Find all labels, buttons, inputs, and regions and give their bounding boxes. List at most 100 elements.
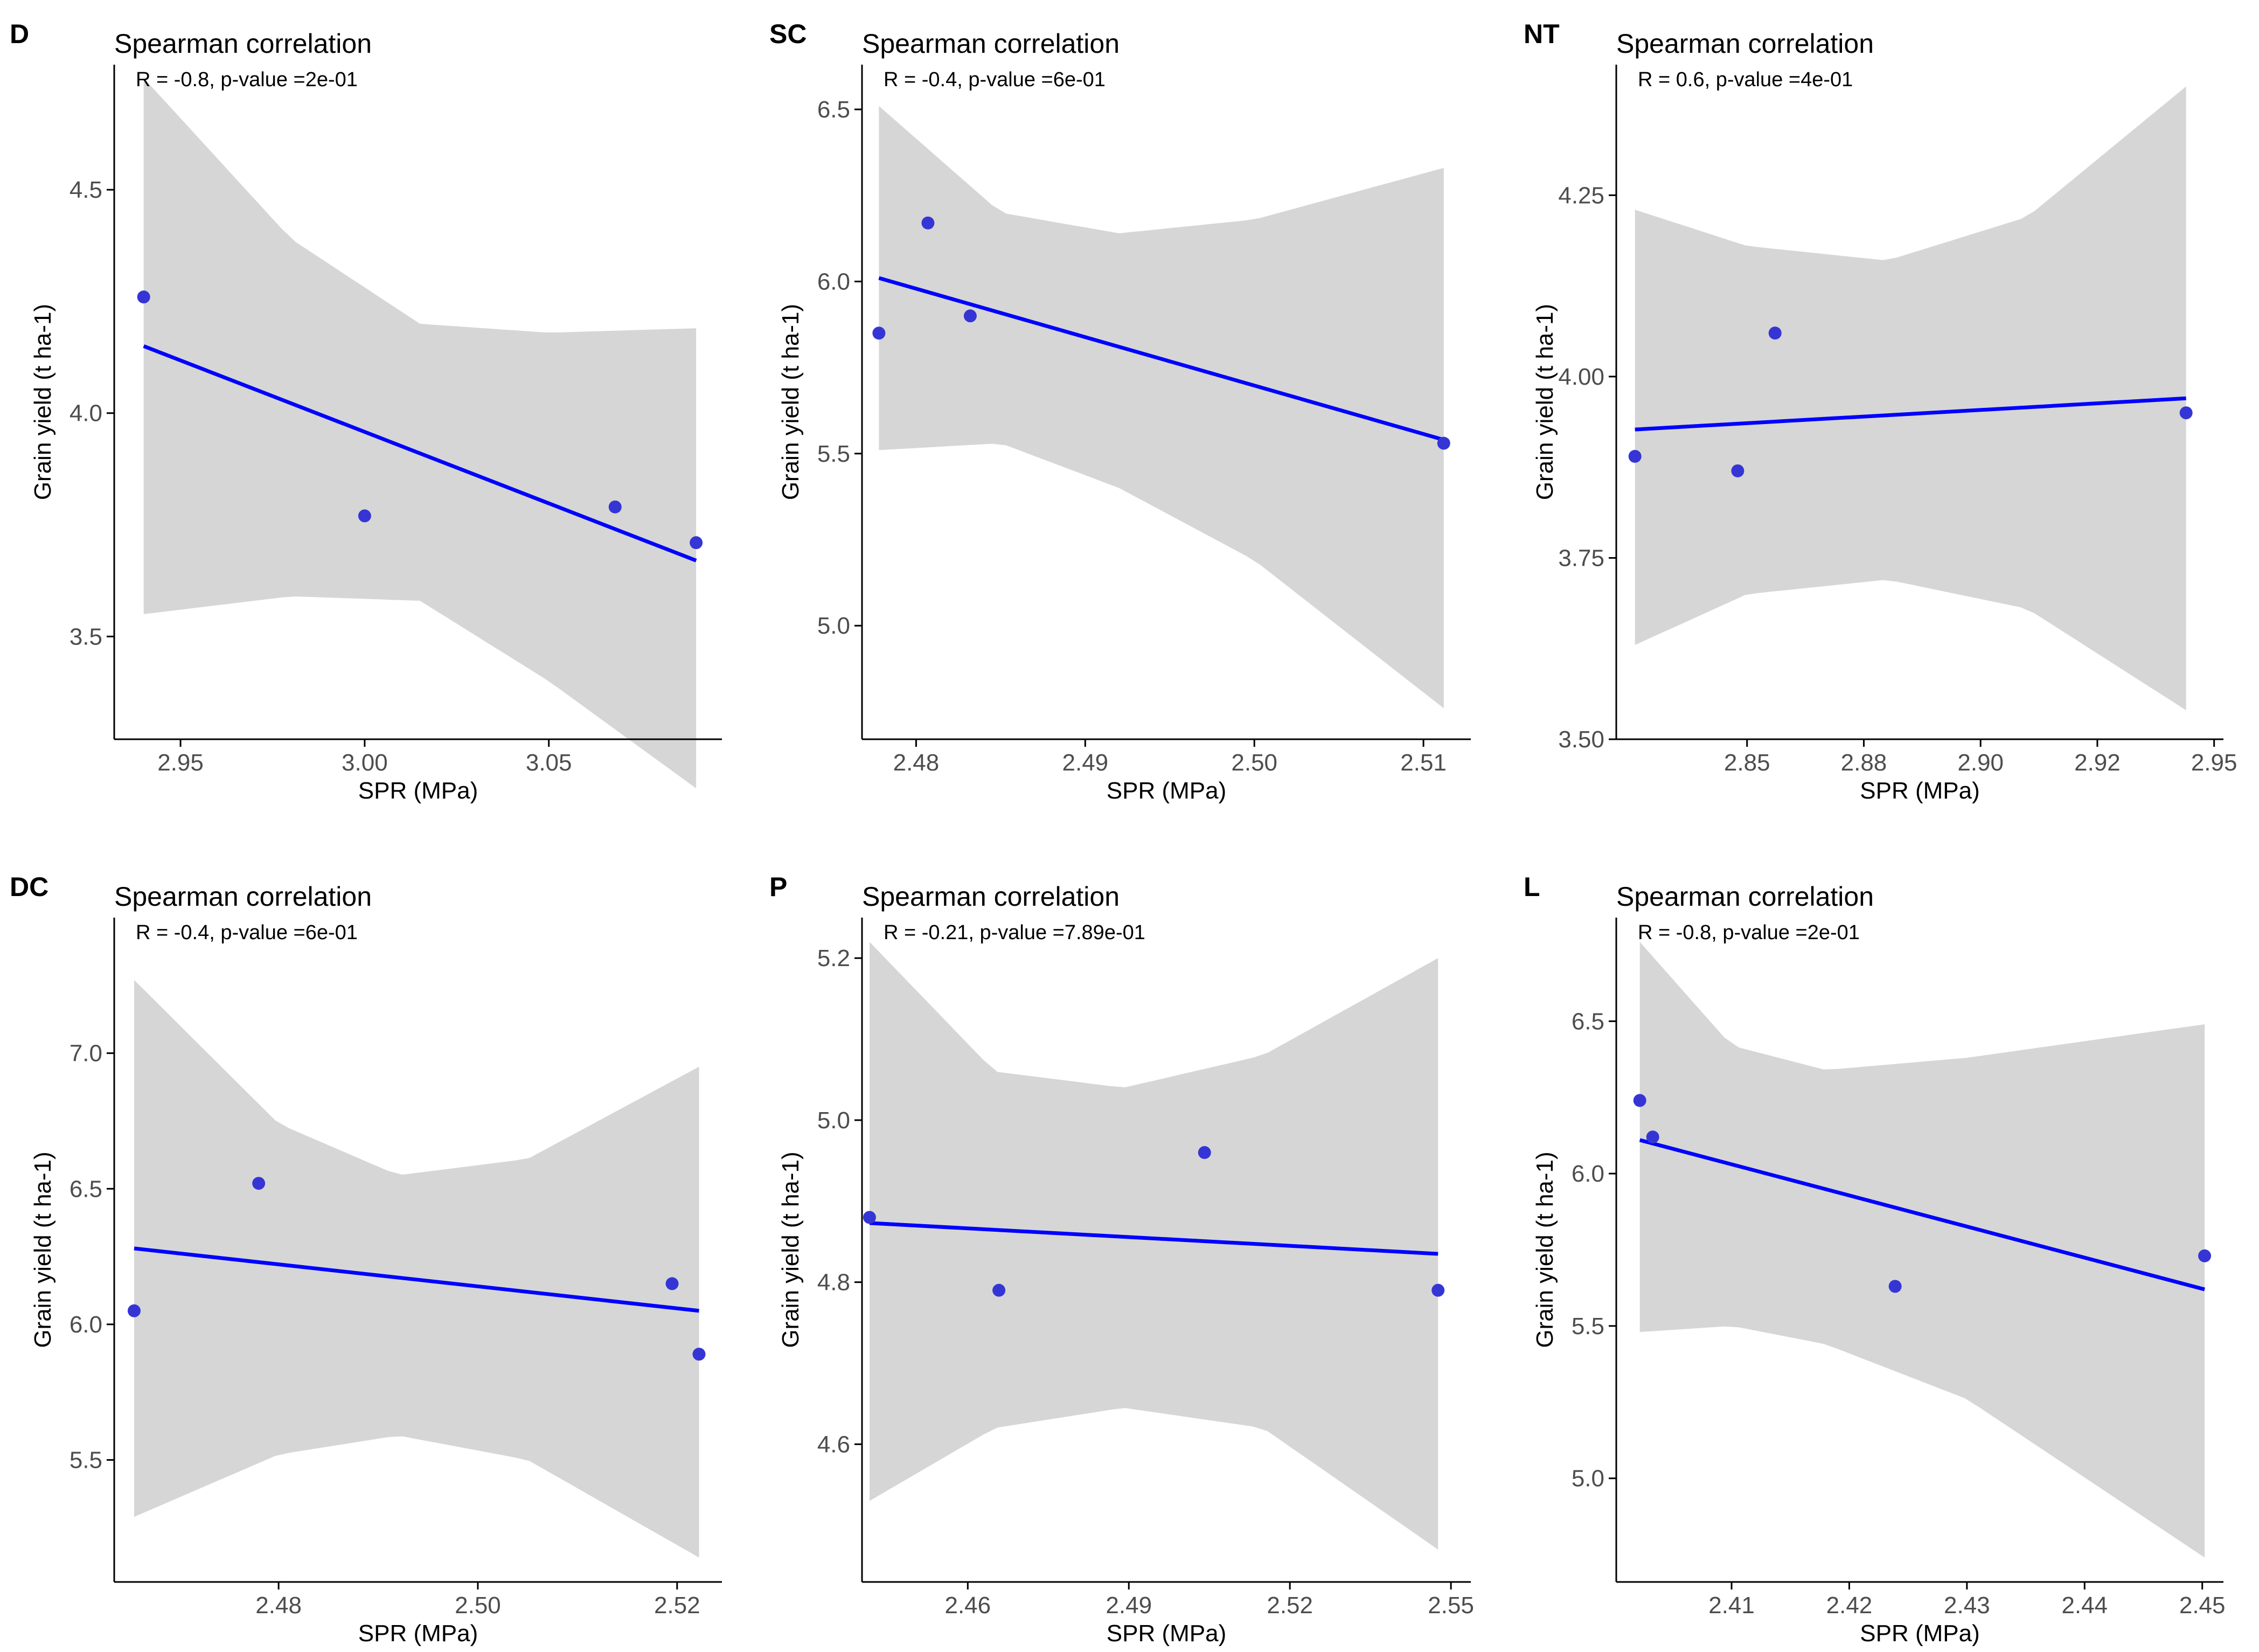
regression-line bbox=[143, 344, 697, 563]
x-tick-label: 2.48 bbox=[893, 749, 940, 776]
chart-nt: 2.85 2.88 2.90 2.92 2.95 3.50 3.75 4.00 4.25 SPR … bbox=[1524, 19, 2237, 804]
y-tick-label: 6.5 bbox=[817, 96, 850, 123]
y-tick-label: 3.75 bbox=[1558, 545, 1604, 571]
data-point bbox=[872, 327, 886, 340]
plot-title: Spearman correlation bbox=[1616, 29, 1874, 59]
x-axis-title: SPR (MPa) bbox=[358, 778, 478, 804]
data-point bbox=[1646, 1130, 1659, 1144]
x-tick-label: 3.00 bbox=[342, 749, 388, 776]
data-point bbox=[252, 1177, 266, 1190]
panel-dc: 2.48 2.50 2.52 5.5 6.0 6.5 7.0 SPR (MPa) Grain y… bbox=[0, 844, 754, 1652]
x-axis-title: SPR (MPa) bbox=[1107, 1620, 1226, 1647]
x-axis-title: SPR (MPa) bbox=[1107, 778, 1226, 804]
data-point bbox=[921, 216, 935, 230]
x-tick-label: 2.90 bbox=[1957, 749, 2004, 776]
panel-l: 2.41 2.42 2.43 2.44 2.45 5.0 5.5 6.0 6.5 SPR (MPa… bbox=[1509, 844, 2259, 1652]
data-point bbox=[1437, 436, 1450, 450]
y-tick-label: 5.0 bbox=[817, 613, 850, 639]
x-tick-label: 3.05 bbox=[526, 749, 572, 776]
data-point bbox=[963, 309, 977, 323]
data-point bbox=[1768, 327, 1782, 340]
correlation-stats: R = -0.8, p-value =2e-01 bbox=[1638, 921, 1860, 944]
panel-d: 2.95 3.00 3.05 3.5 4.0 4.5 SPR (MPa) Grain yiel… bbox=[0, 0, 754, 841]
x-tick-label: 2.46 bbox=[944, 1592, 991, 1619]
panel-tag: DC bbox=[10, 872, 48, 902]
y-tick-label: 6.5 bbox=[1572, 1008, 1604, 1035]
confidence-band bbox=[879, 106, 1444, 709]
y-tick-label: 4.6 bbox=[817, 1431, 850, 1457]
data-point bbox=[1628, 449, 1642, 463]
correlation-stats: R = -0.8, p-value =2e-01 bbox=[136, 68, 358, 91]
data-point bbox=[992, 1283, 1006, 1297]
plot-title: Spearman correlation bbox=[1616, 881, 1874, 912]
x-tick-label: 2.55 bbox=[1428, 1592, 1474, 1619]
x-tick-label: 2.44 bbox=[2061, 1592, 2108, 1619]
y-tick-label: 5.0 bbox=[817, 1107, 850, 1134]
panel-tag: SC bbox=[769, 19, 807, 49]
panel-tag: P bbox=[769, 872, 787, 902]
y-axis-title: Grain yield (t ha-1) bbox=[30, 304, 56, 500]
confidence-band bbox=[1635, 86, 2186, 711]
y-tick-label: 4.0 bbox=[69, 400, 102, 427]
y-tick-label: 6.0 bbox=[817, 268, 850, 295]
regression-line bbox=[869, 1221, 1438, 1256]
correlation-stats: R = -0.4, p-value =6e-01 bbox=[884, 68, 1106, 91]
data-point bbox=[2198, 1249, 2212, 1262]
data-point bbox=[1731, 464, 1744, 477]
y-tick-label: 7.0 bbox=[69, 1040, 102, 1067]
x-tick-label: 2.95 bbox=[157, 749, 204, 776]
x-tick-label: 2.52 bbox=[654, 1592, 700, 1619]
y-axis-title: Grain yield (t ha-1) bbox=[30, 1151, 56, 1348]
x-tick-label: 2.88 bbox=[1841, 749, 1887, 776]
regression-line bbox=[134, 1246, 699, 1313]
x-tick-label: 2.51 bbox=[1400, 749, 1447, 776]
y-tick-label: 5.5 bbox=[817, 441, 850, 467]
y-axis-title: Grain yield (t ha-1) bbox=[777, 1151, 804, 1348]
regression-line bbox=[1635, 396, 2186, 432]
y-tick-label: 4.00 bbox=[1558, 364, 1604, 390]
x-tick-label: 2.45 bbox=[2179, 1592, 2226, 1619]
regression-line bbox=[1639, 1138, 2205, 1292]
data-point bbox=[1431, 1283, 1445, 1297]
chart-d: 2.95 3.00 3.05 3.5 4.0 4.5 SPR (MPa) Grain yiel… bbox=[10, 19, 722, 804]
y-tick-label: 3.50 bbox=[1558, 726, 1604, 753]
plot-title: Spearman correlation bbox=[862, 881, 1120, 912]
data-point bbox=[2179, 406, 2193, 420]
data-point bbox=[358, 509, 371, 523]
correlation-stats: R = -0.4, p-value =6e-01 bbox=[136, 921, 358, 944]
x-axis-title: SPR (MPa) bbox=[1860, 778, 1979, 804]
panel-p: 2.46 2.49 2.52 2.55 4.6 4.8 5.0 5.2 SPR (MPa) Gra… bbox=[754, 844, 1509, 1652]
y-tick-label: 5.5 bbox=[69, 1447, 102, 1474]
y-tick-label: 3.5 bbox=[69, 623, 102, 650]
panel-tag: L bbox=[1524, 872, 1540, 902]
y-tick-label: 4.5 bbox=[69, 177, 102, 203]
y-tick-label: 5.5 bbox=[1572, 1313, 1604, 1339]
chart-l: 2.41 2.42 2.43 2.44 2.45 5.0 5.5 6.0 6.5 SPR (MPa… bbox=[1524, 872, 2226, 1647]
data-point bbox=[1633, 1094, 1646, 1107]
x-tick-label: 2.41 bbox=[1708, 1592, 1755, 1619]
plot-title: Spearman correlation bbox=[114, 29, 372, 59]
y-axis-title: Grain yield (t ha-1) bbox=[1532, 1151, 1558, 1348]
x-axis-title: SPR (MPa) bbox=[358, 1620, 478, 1647]
y-tick-label: 6.5 bbox=[69, 1176, 102, 1202]
regression-line bbox=[878, 276, 1444, 442]
panel-nt: 2.85 2.88 2.90 2.92 2.95 3.50 3.75 4.00 4.25 SPR … bbox=[1509, 0, 2259, 841]
chart-dc: 2.48 2.50 2.52 5.5 6.0 6.5 7.0 SPR (MPa) Grain y… bbox=[10, 872, 722, 1647]
correlation-stats: R = -0.21, p-value =7.89e-01 bbox=[884, 921, 1145, 944]
chart-p: 2.46 2.49 2.52 2.55 4.6 4.8 5.0 5.2 SPR (MPa) Gra… bbox=[769, 872, 1474, 1647]
x-tick-label: 2.43 bbox=[1944, 1592, 1990, 1619]
confidence-band bbox=[870, 942, 1438, 1550]
chart-sc: 2.48 2.49 2.50 2.51 5.0 5.5 6.0 6.5 SPR (MPa) Gra… bbox=[769, 19, 1471, 804]
y-tick-label: 5.0 bbox=[1572, 1466, 1604, 1492]
data-point bbox=[1888, 1280, 1902, 1293]
correlation-stats: R = 0.6, p-value =4e-01 bbox=[1638, 68, 1853, 91]
x-axis-title: SPR (MPa) bbox=[1860, 1620, 1979, 1647]
x-tick-label: 2.49 bbox=[1106, 1592, 1152, 1619]
x-tick-label: 2.50 bbox=[1231, 749, 1277, 776]
confidence-band bbox=[1639, 942, 2205, 1558]
x-tick-label: 2.49 bbox=[1062, 749, 1109, 776]
x-tick-label: 2.48 bbox=[255, 1592, 302, 1619]
plot-title: Spearman correlation bbox=[862, 29, 1120, 59]
y-tick-label: 4.25 bbox=[1558, 182, 1604, 209]
data-point bbox=[863, 1211, 876, 1224]
